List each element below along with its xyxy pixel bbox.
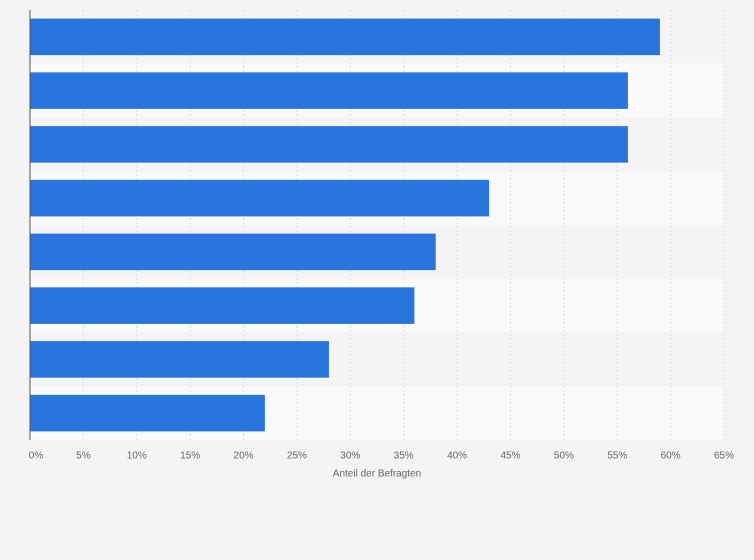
x-tick-label: 50% (554, 451, 574, 462)
bar (30, 18, 660, 56)
bar (30, 287, 415, 324)
bar (30, 394, 265, 432)
bar (30, 179, 490, 217)
bar (30, 126, 628, 163)
x-tick-label: 35% (394, 451, 414, 462)
x-tick-label: 10% (127, 451, 147, 462)
x-tick-label: 60% (661, 451, 681, 462)
x-tick-label: 25% (287, 451, 307, 462)
x-tick-label: 30% (340, 451, 360, 462)
x-tick-label: 65% (714, 451, 734, 462)
x-tick-label: 45% (500, 451, 520, 462)
x-tick-label: 40% (447, 451, 467, 462)
x-tick-label: 55% (607, 451, 627, 462)
bar (30, 72, 628, 109)
x-tick-label: 0% (29, 451, 44, 462)
bar (30, 233, 436, 271)
bar (30, 341, 329, 378)
x-tick-label: 5% (76, 451, 91, 462)
x-axis-label: Anteil der Befragten (333, 469, 421, 480)
x-tick-label: 15% (180, 451, 200, 462)
x-tick-label: 20% (234, 451, 254, 462)
